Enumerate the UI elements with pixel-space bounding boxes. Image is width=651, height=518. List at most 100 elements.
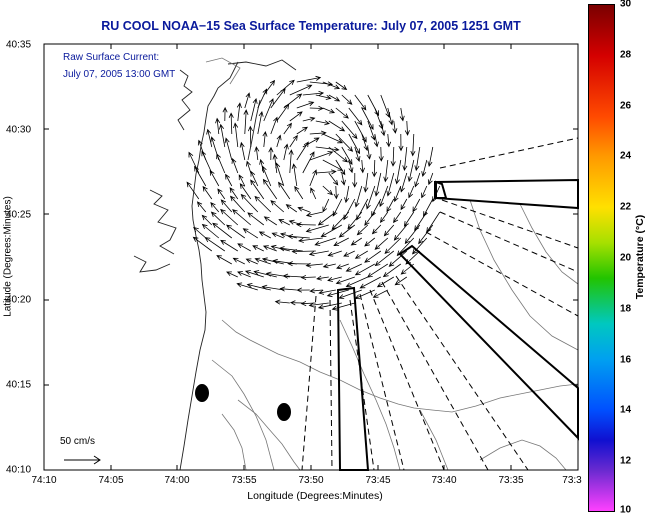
current-vector-arrow <box>363 172 369 193</box>
current-vector-arrow <box>305 211 323 218</box>
current-vector-arrow <box>238 174 246 187</box>
current-vector-arrow <box>359 159 365 174</box>
current-vector-arrow <box>333 185 339 200</box>
current-vector-arrow <box>254 257 271 265</box>
current-vector-arrow <box>261 257 284 265</box>
current-vector-arrow <box>289 84 313 96</box>
current-vector-arrow <box>309 151 334 161</box>
current-vector-arrow <box>262 245 277 252</box>
current-vector-arrow <box>287 234 310 240</box>
current-vector-arrow <box>400 172 408 193</box>
current-vector-arrow <box>347 211 363 230</box>
current-vector-arrow <box>328 172 339 186</box>
current-vector-arrow <box>399 107 405 122</box>
current-vector-arrow <box>289 300 303 306</box>
current-vector-arrow <box>315 146 340 152</box>
current-vector-arrow <box>322 263 336 269</box>
current-vector-arrow <box>331 211 350 230</box>
current-vector-arrow <box>250 97 258 122</box>
current-vector-arrow <box>244 270 264 278</box>
current-vector-arrow <box>302 90 325 96</box>
current-vector-arrow <box>374 250 395 267</box>
station-marker-1 <box>195 384 209 402</box>
current-vector-arrow <box>328 120 346 132</box>
current-vector-arrow <box>386 172 395 197</box>
current-vector-arrow <box>309 288 323 294</box>
current-vector-arrow <box>343 198 356 221</box>
current-vector-arrow <box>188 151 200 174</box>
current-vector-arrow <box>270 88 286 109</box>
current-vector-arrow <box>272 153 278 174</box>
current-vector-arrow <box>371 159 377 178</box>
current-vector-arrow <box>254 146 260 161</box>
current-vector-arrow <box>398 133 404 152</box>
current-vector-arrow <box>314 237 336 246</box>
current-vector-arrow <box>201 150 213 174</box>
current-vector-arrow <box>414 211 428 232</box>
current-vector-arrow <box>379 211 389 223</box>
current-vector-arrow <box>210 202 220 213</box>
current-vector-arrow <box>320 224 342 238</box>
current-vector-arrow <box>302 116 316 122</box>
current-vector-arrow <box>427 172 434 186</box>
current-vector-arrow <box>393 224 408 241</box>
current-vector-arrow <box>288 149 294 174</box>
current-vector-arrow <box>354 263 375 276</box>
current-vector-arrow <box>232 209 252 226</box>
x-axis-label: Longitude (Degrees:Minutes) <box>247 490 383 502</box>
x-tick-label: 74:00 <box>164 475 190 486</box>
scale-label: 50 cm/s <box>60 436 96 447</box>
current-vector-arrow <box>305 262 323 268</box>
current-vector-arrow <box>278 246 303 252</box>
current-vector-arrow <box>291 248 316 255</box>
current-vector-arrow <box>276 134 282 148</box>
current-vector-arrow <box>305 224 329 233</box>
current-vector-arrow <box>239 183 252 200</box>
colorbar-tick-label: 12 <box>620 455 632 467</box>
current-vector-arrow <box>366 185 376 210</box>
x-tick-label: 73:50 <box>298 475 324 486</box>
current-vector-arrow <box>224 137 233 161</box>
current-vector-arrow <box>209 169 220 187</box>
current-vector-arrow <box>236 282 258 291</box>
current-vector-arrow <box>219 123 226 148</box>
y-axis-label: Latitude (Degrees:Minutes) <box>2 196 14 317</box>
x-tick-label: 74:10 <box>31 475 57 486</box>
current-vector-arrow <box>380 120 386 137</box>
current-vector-arrow <box>257 110 264 135</box>
colorbar-tick-label: 16 <box>620 354 632 366</box>
current-vector-arrow <box>411 237 428 255</box>
current-vector-arrow <box>247 125 253 148</box>
current-vector-arrow <box>228 112 234 135</box>
current-vector-arrow <box>225 173 233 187</box>
current-vector-arrow <box>186 181 200 200</box>
current-vector-arrow <box>322 185 333 196</box>
current-vector-arrow <box>295 222 316 228</box>
current-vector-arrow <box>280 232 297 239</box>
bathymetry-contours <box>205 57 579 471</box>
current-vector-arrow <box>194 165 207 187</box>
current-vector-arrow <box>315 169 337 175</box>
current-vectors <box>186 75 441 311</box>
current-vector-arrow <box>386 198 395 213</box>
current-vector-arrow <box>294 185 304 200</box>
coastline <box>133 59 297 471</box>
current-vector-arrow <box>254 195 272 213</box>
current-vector-arrow <box>335 133 354 152</box>
current-vector-arrow <box>252 245 264 252</box>
current-vector-arrow <box>374 172 382 197</box>
current-vector-arrow <box>354 146 361 162</box>
current-vector-arrow <box>202 185 213 200</box>
current-vector-arrow <box>318 289 336 295</box>
current-vector-arrow <box>338 289 362 299</box>
current-vector-arrow <box>261 284 284 291</box>
current-vector-arrow <box>364 211 376 226</box>
current-vector-arrow <box>279 286 297 292</box>
current-vector-arrow <box>371 198 382 217</box>
current-vector-arrow <box>367 94 380 117</box>
current-vector-arrow <box>296 101 315 109</box>
current-vector-arrow <box>283 143 289 161</box>
y-tick-label: 40:25 <box>6 209 32 221</box>
current-vector-arrow <box>206 128 213 148</box>
